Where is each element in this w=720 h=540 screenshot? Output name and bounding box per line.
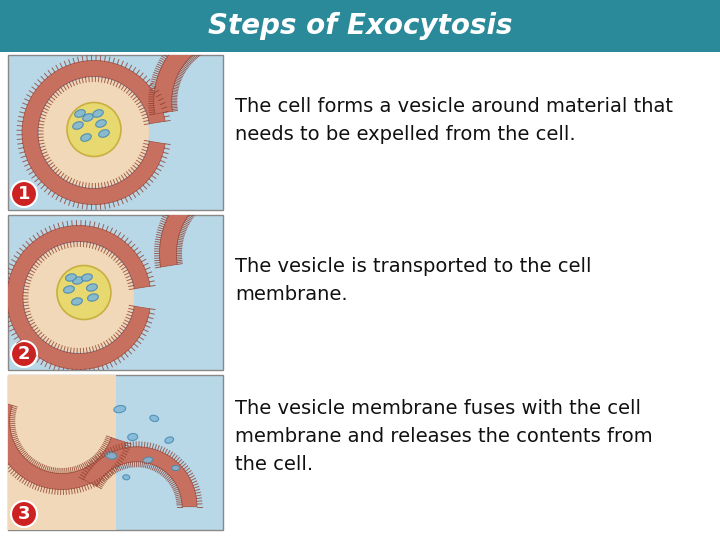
Bar bbox=[8, 375, 115, 530]
Text: Steps of Exocytosis: Steps of Exocytosis bbox=[208, 12, 512, 40]
Polygon shape bbox=[84, 447, 197, 507]
Ellipse shape bbox=[106, 452, 117, 459]
Ellipse shape bbox=[150, 415, 158, 422]
Ellipse shape bbox=[86, 284, 97, 291]
Circle shape bbox=[57, 266, 111, 320]
Ellipse shape bbox=[143, 457, 153, 463]
Text: 1: 1 bbox=[18, 185, 30, 203]
Ellipse shape bbox=[63, 286, 74, 293]
Ellipse shape bbox=[83, 114, 94, 122]
Circle shape bbox=[11, 501, 37, 527]
Circle shape bbox=[11, 181, 37, 207]
Ellipse shape bbox=[99, 130, 109, 137]
Text: 3: 3 bbox=[18, 505, 30, 523]
Polygon shape bbox=[22, 60, 165, 205]
Ellipse shape bbox=[122, 475, 130, 480]
Circle shape bbox=[24, 242, 134, 353]
Bar bbox=[8, 215, 223, 370]
Bar bbox=[0, 0, 720, 52]
Ellipse shape bbox=[73, 122, 84, 129]
Ellipse shape bbox=[127, 434, 138, 441]
Text: The cell forms a vesicle around material that
needs to be expelled from the cell: The cell forms a vesicle around material… bbox=[235, 97, 673, 144]
Ellipse shape bbox=[114, 406, 126, 413]
Polygon shape bbox=[7, 226, 150, 369]
Ellipse shape bbox=[88, 294, 99, 301]
Polygon shape bbox=[0, 401, 127, 489]
Ellipse shape bbox=[171, 465, 180, 470]
Ellipse shape bbox=[93, 110, 103, 117]
Text: 2: 2 bbox=[18, 345, 30, 363]
Ellipse shape bbox=[71, 298, 82, 305]
Circle shape bbox=[11, 341, 37, 367]
Circle shape bbox=[39, 78, 149, 187]
Polygon shape bbox=[160, 170, 234, 267]
Polygon shape bbox=[154, 23, 224, 114]
Ellipse shape bbox=[75, 110, 85, 117]
Text: The vesicle is transported to the cell
membrane.: The vesicle is transported to the cell m… bbox=[235, 256, 592, 303]
Ellipse shape bbox=[81, 274, 92, 281]
Ellipse shape bbox=[81, 134, 91, 141]
Ellipse shape bbox=[66, 274, 76, 281]
Ellipse shape bbox=[165, 437, 174, 443]
Ellipse shape bbox=[96, 120, 107, 127]
Ellipse shape bbox=[73, 277, 84, 284]
Bar bbox=[8, 375, 223, 530]
Bar bbox=[8, 55, 223, 210]
Text: The vesicle membrane fuses with the cell
membrane and releases the contents from: The vesicle membrane fuses with the cell… bbox=[235, 400, 652, 475]
Circle shape bbox=[67, 103, 121, 157]
